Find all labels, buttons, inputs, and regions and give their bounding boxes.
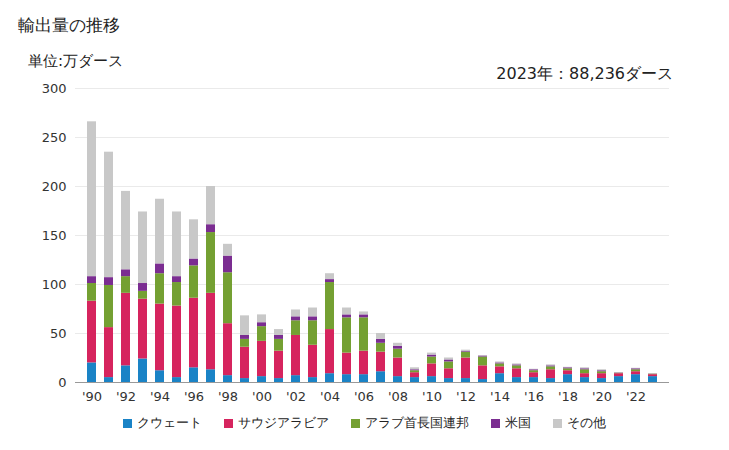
html-text:輸出量の推移: 輸出量の推移	[18, 15, 120, 35]
svg-text:'08: '08	[388, 389, 408, 404]
svg-text:'06: '06	[354, 389, 374, 404]
svg-text:150: 150	[42, 228, 67, 243]
svg-text:50: 50	[50, 326, 67, 341]
svg-text:0: 0	[58, 375, 66, 390]
svg-text:'10: '10	[422, 389, 442, 404]
svg-text:'14: '14	[490, 389, 510, 404]
svg-text:'94: '94	[150, 389, 170, 404]
svg-text:'16: '16	[524, 389, 544, 404]
html-text:サウジアラビア: サウジアラビア	[238, 415, 329, 430]
svg-text:'04: '04	[320, 389, 340, 404]
svg-text:'96: '96	[184, 389, 204, 404]
svg-text:'02: '02	[286, 389, 306, 404]
svg-text:'18: '18	[558, 389, 578, 404]
svg-text:'12: '12	[456, 389, 476, 404]
svg-text:100: 100	[42, 277, 67, 292]
svg-text:300: 300	[42, 81, 67, 96]
html-text:その他: その他	[567, 415, 606, 430]
html-text:クウェート: クウェート	[137, 415, 202, 430]
svg-text:200: 200	[42, 179, 67, 194]
svg-text:'90: '90	[82, 389, 102, 404]
svg-text:250: 250	[42, 130, 67, 145]
html-text:アラブ首長国連邦: アラブ首長国連邦	[365, 415, 469, 430]
svg-text:'22: '22	[626, 389, 646, 404]
html-text:米国: 米国	[505, 415, 531, 430]
html-text:単位:万ダース: 単位:万ダース	[28, 52, 124, 70]
svg-text:'20: '20	[592, 389, 612, 404]
svg-text:'00: '00	[252, 389, 272, 404]
html-text:2023年：88,236ダース: 2023年：88,236ダース	[496, 64, 673, 83]
svg-text:'92: '92	[116, 389, 136, 404]
svg-text:'98: '98	[218, 389, 238, 404]
